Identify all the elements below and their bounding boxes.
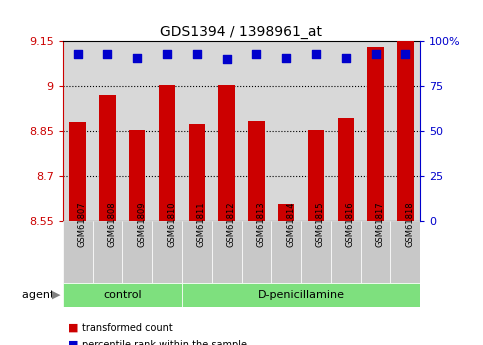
FancyBboxPatch shape: [361, 221, 390, 283]
Bar: [308, 130, 324, 221]
Point: [312, 51, 320, 57]
FancyBboxPatch shape: [182, 283, 420, 307]
Text: GSM61818: GSM61818: [405, 201, 414, 247]
Point: [163, 51, 171, 57]
Bar: [159, 85, 175, 221]
FancyBboxPatch shape: [301, 221, 331, 283]
Text: GSM61815: GSM61815: [316, 201, 325, 247]
Text: agent: agent: [22, 290, 58, 300]
FancyBboxPatch shape: [212, 221, 242, 283]
Text: GSM61810: GSM61810: [167, 201, 176, 247]
Point: [282, 55, 290, 60]
Text: ■: ■: [68, 323, 78, 333]
Text: GSM61809: GSM61809: [137, 201, 146, 247]
FancyBboxPatch shape: [93, 221, 122, 283]
Point: [372, 51, 380, 57]
Text: GSM61811: GSM61811: [197, 201, 206, 247]
FancyBboxPatch shape: [271, 221, 301, 283]
Point: [74, 51, 82, 57]
Bar: [338, 118, 354, 221]
Text: GSM61817: GSM61817: [376, 201, 384, 247]
Text: GSM61808: GSM61808: [108, 201, 116, 247]
Text: D-penicillamine: D-penicillamine: [257, 290, 344, 300]
Bar: [397, 40, 413, 221]
FancyBboxPatch shape: [152, 221, 182, 283]
Text: percentile rank within the sample: percentile rank within the sample: [82, 340, 247, 345]
Bar: [278, 204, 294, 221]
Bar: [129, 130, 145, 221]
Point: [104, 51, 112, 57]
Point: [193, 51, 201, 57]
Point: [342, 55, 350, 60]
Point: [253, 51, 260, 57]
Text: ■: ■: [68, 340, 78, 345]
Text: GSM61812: GSM61812: [227, 201, 236, 247]
Bar: [189, 124, 205, 221]
Text: transformed count: transformed count: [82, 323, 173, 333]
Text: GSM61814: GSM61814: [286, 201, 295, 247]
FancyBboxPatch shape: [122, 221, 152, 283]
FancyBboxPatch shape: [331, 221, 361, 283]
Text: ▶: ▶: [52, 290, 60, 300]
FancyBboxPatch shape: [390, 221, 420, 283]
Text: control: control: [103, 290, 142, 300]
Bar: [99, 95, 115, 221]
Text: GSM61816: GSM61816: [346, 201, 355, 247]
Bar: [218, 85, 235, 221]
Point: [223, 57, 230, 62]
Bar: [70, 122, 86, 221]
Bar: [368, 47, 384, 221]
Text: GSM61813: GSM61813: [256, 201, 265, 247]
FancyBboxPatch shape: [182, 221, 212, 283]
Title: GDS1394 / 1398961_at: GDS1394 / 1398961_at: [160, 25, 323, 39]
Point: [133, 55, 141, 60]
FancyBboxPatch shape: [63, 283, 182, 307]
Text: GSM61807: GSM61807: [78, 201, 86, 247]
FancyBboxPatch shape: [242, 221, 271, 283]
Point: [401, 51, 409, 57]
Bar: [248, 121, 265, 221]
FancyBboxPatch shape: [63, 221, 93, 283]
